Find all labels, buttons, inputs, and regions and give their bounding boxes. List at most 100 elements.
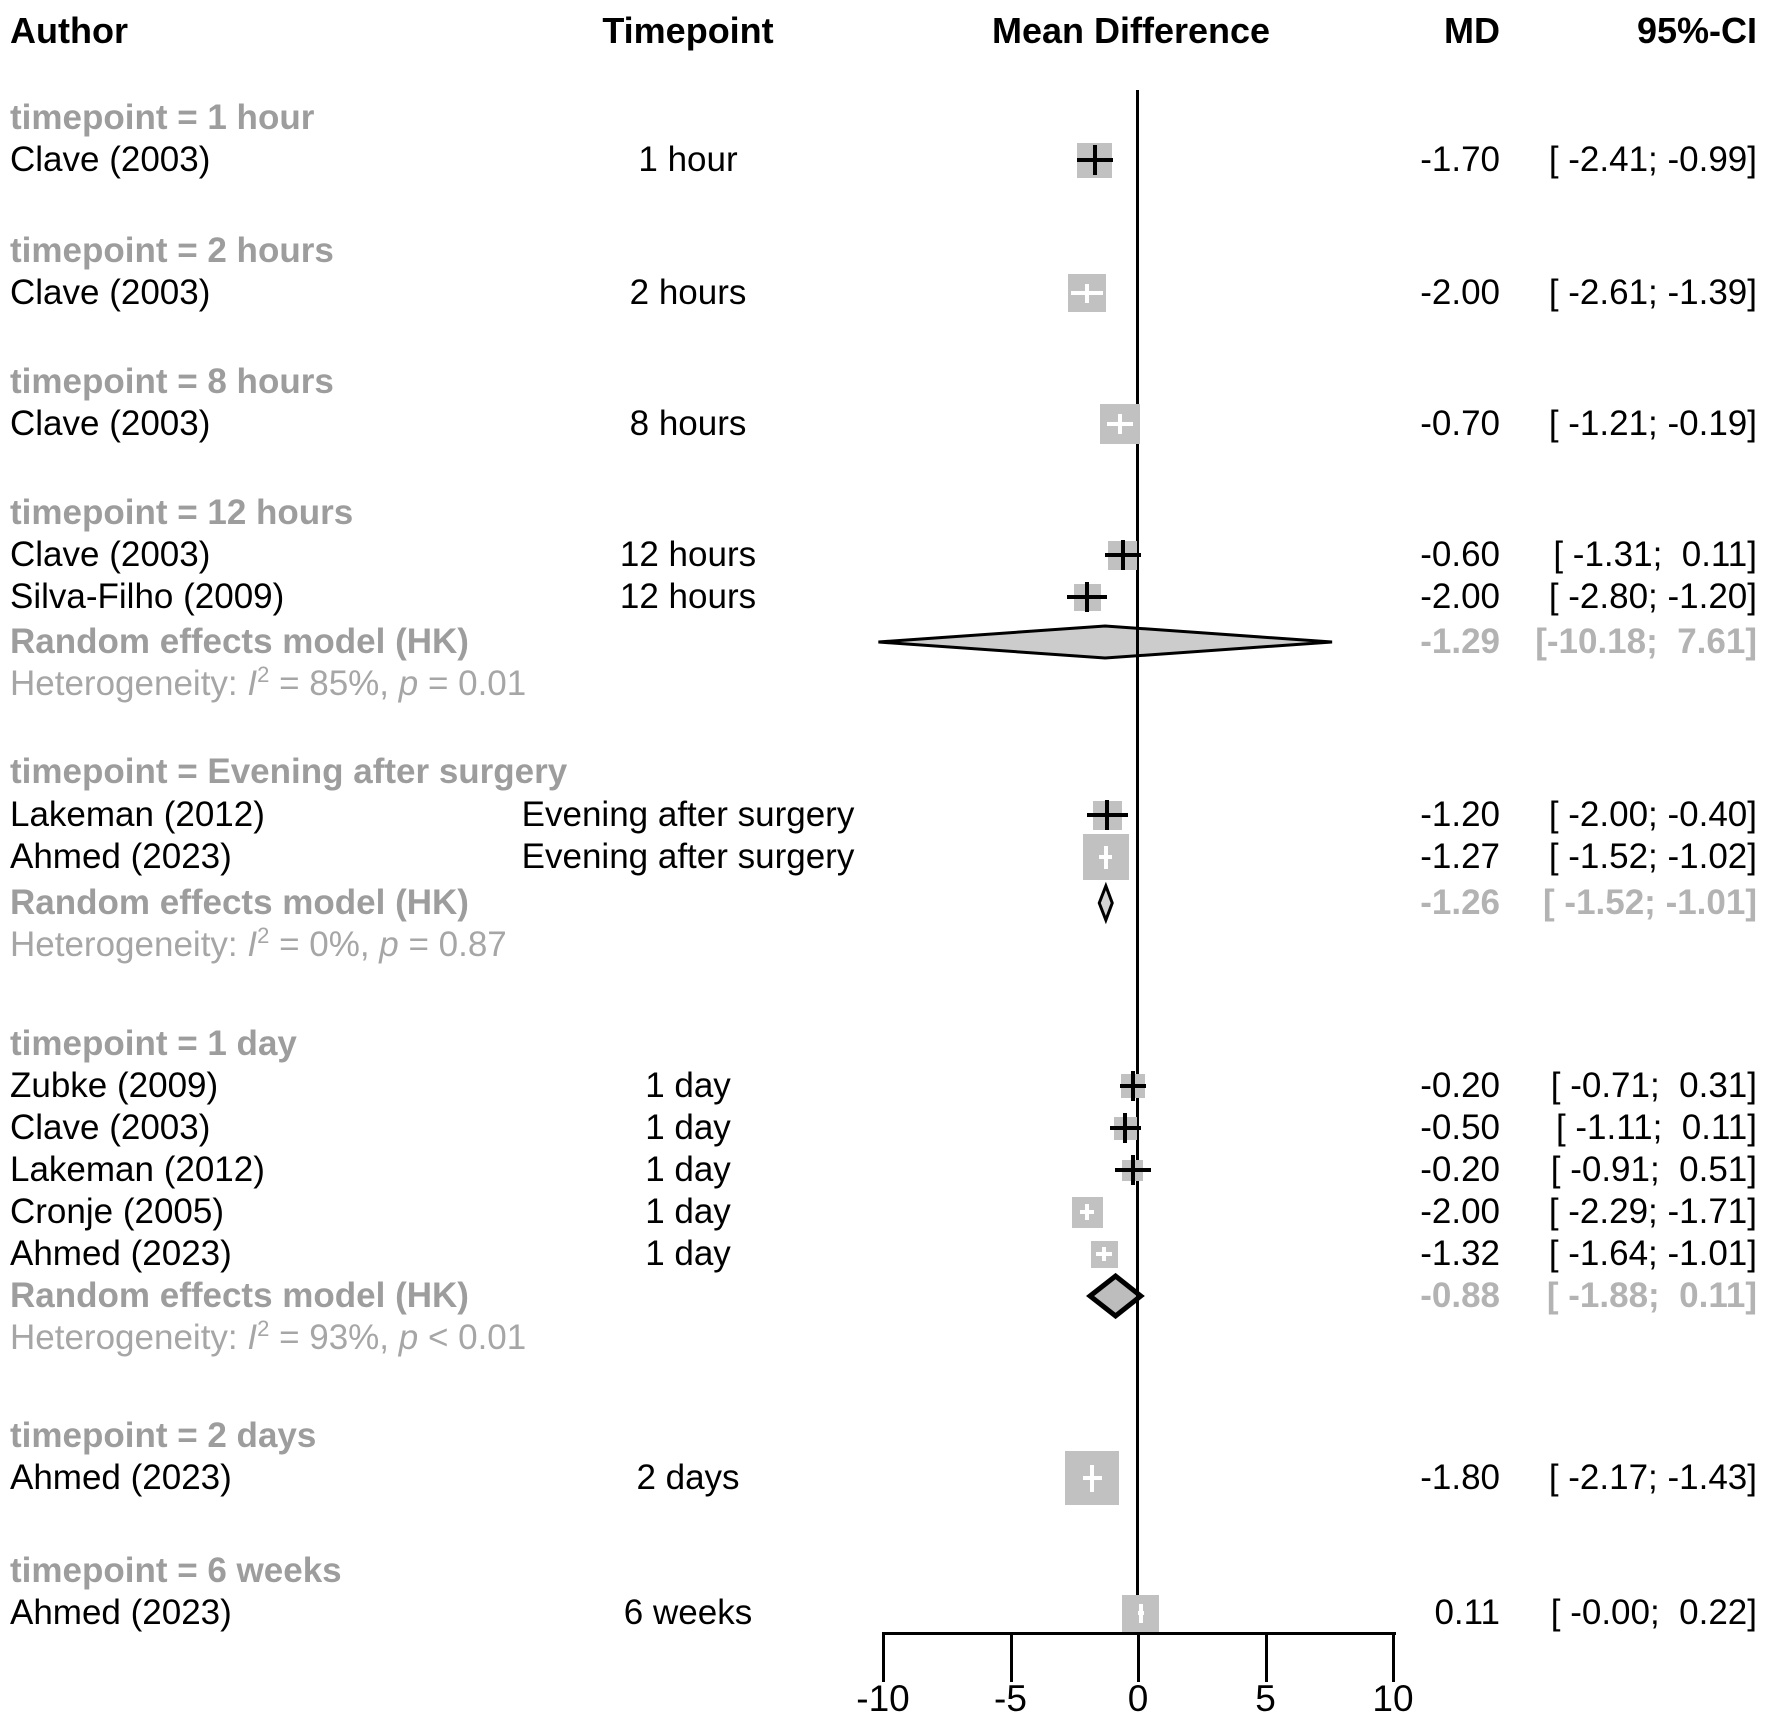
i-squared-exponent: 2 bbox=[257, 923, 270, 948]
heterogeneity-text: Heterogeneity: I2 = 93%, p < 0.01 bbox=[10, 1316, 527, 1357]
group-label: timepoint = 1 day bbox=[10, 1024, 297, 1063]
md-value: -1.70 bbox=[1420, 140, 1500, 179]
group-label: timepoint = 8 hours bbox=[10, 362, 334, 401]
ci-value: [ -2.80; -1.20] bbox=[1548, 577, 1757, 616]
ci-value: [ -1.11; 0.11] bbox=[1555, 1108, 1757, 1147]
summary-diamond bbox=[1086, 1272, 1145, 1320]
p-symbol: p bbox=[398, 1318, 419, 1357]
point-marker bbox=[1120, 540, 1125, 570]
study-author: Ahmed (2023) bbox=[10, 1234, 232, 1273]
study-timepoint: 1 day bbox=[645, 1234, 731, 1273]
study-author: Clave (2003) bbox=[10, 273, 211, 312]
study-timepoint: 12 hours bbox=[619, 577, 757, 616]
point-marker bbox=[1130, 1155, 1135, 1185]
point-marker bbox=[1102, 1247, 1107, 1261]
ci-column-header: 95%-CI bbox=[1636, 10, 1757, 51]
timepoint-column-header: Timepoint bbox=[602, 10, 774, 51]
study-timepoint: 8 hours bbox=[629, 404, 747, 443]
ci-value: [ -1.21; -0.19] bbox=[1548, 404, 1757, 443]
group-label: timepoint = 6 weeks bbox=[10, 1551, 342, 1590]
study-author: Clave (2003) bbox=[10, 1108, 211, 1147]
p-symbol: p bbox=[379, 925, 399, 964]
study-timepoint: 2 days bbox=[636, 1458, 740, 1497]
point-marker bbox=[1118, 414, 1123, 434]
zero-line bbox=[1136, 90, 1139, 1632]
study-timepoint: 1 day bbox=[645, 1192, 731, 1231]
summary-diamond bbox=[878, 624, 1333, 660]
study-author: Clave (2003) bbox=[10, 404, 211, 443]
group-label: timepoint = 12 hours bbox=[10, 493, 354, 532]
study-timepoint: Evening after surgery bbox=[521, 795, 855, 834]
x-axis-tick bbox=[1009, 1632, 1013, 1682]
study-author: Cronje (2005) bbox=[10, 1192, 224, 1231]
study-timepoint: 1 day bbox=[645, 1150, 731, 1189]
ci-value: [ -2.17; -1.43] bbox=[1548, 1458, 1757, 1497]
ci-value: [ -2.41; -0.99] bbox=[1548, 140, 1757, 179]
study-timepoint: 1 day bbox=[645, 1108, 731, 1147]
ci-value: [ -2.61; -1.39] bbox=[1548, 273, 1757, 312]
point-marker bbox=[1090, 1464, 1095, 1492]
study-author: Lakeman (2012) bbox=[10, 1150, 265, 1189]
ci-value: [ -1.64; -1.01] bbox=[1548, 1234, 1757, 1273]
md-value: -1.20 bbox=[1420, 795, 1500, 834]
x-axis-tick bbox=[1264, 1632, 1268, 1682]
summary-md-value: -0.88 bbox=[1420, 1276, 1500, 1315]
group-label: timepoint = Evening after surgery bbox=[10, 752, 568, 791]
ci-value: [ -0.00; 0.22] bbox=[1550, 1593, 1757, 1632]
md-value: -0.70 bbox=[1420, 404, 1500, 443]
x-axis-tick-label: 5 bbox=[1255, 1678, 1276, 1719]
x-axis-tick-label: 10 bbox=[1372, 1678, 1414, 1719]
study-timepoint: 6 weeks bbox=[623, 1593, 753, 1632]
summary-diamond bbox=[1097, 881, 1114, 925]
heterogeneity-text: Heterogeneity: I2 = 0%, p = 0.87 bbox=[10, 923, 507, 964]
i-squared-exponent: 2 bbox=[257, 1316, 270, 1341]
group-label: timepoint = 2 days bbox=[10, 1416, 317, 1455]
summary-label: Random effects model (HK) bbox=[10, 883, 469, 922]
study-timepoint: 2 hours bbox=[629, 273, 747, 312]
summary-md-value: -1.29 bbox=[1420, 622, 1500, 661]
group-label: timepoint = 1 hour bbox=[10, 98, 315, 137]
md-value: -0.20 bbox=[1420, 1150, 1500, 1189]
study-author: Ahmed (2023) bbox=[10, 1593, 232, 1632]
group-label: timepoint = 2 hours bbox=[10, 231, 334, 270]
point-marker bbox=[1138, 1603, 1143, 1623]
md-value: -2.00 bbox=[1420, 577, 1500, 616]
md-value: -0.20 bbox=[1420, 1066, 1500, 1105]
ci-value: [ -2.00; -0.40] bbox=[1548, 795, 1757, 834]
study-author: Zubke (2009) bbox=[10, 1066, 219, 1105]
md-value: -2.00 bbox=[1420, 1192, 1500, 1231]
md-value: -0.50 bbox=[1420, 1108, 1500, 1147]
md-value: -1.32 bbox=[1420, 1234, 1500, 1273]
point-marker bbox=[1092, 145, 1097, 175]
mean-difference-column-header: Mean Difference bbox=[991, 10, 1271, 51]
x-axis-tick-label: -5 bbox=[994, 1678, 1027, 1719]
study-timepoint: 1 day bbox=[645, 1066, 731, 1105]
summary-md-value: -1.26 bbox=[1420, 883, 1500, 922]
ci-value: [ -1.31; 0.11] bbox=[1553, 535, 1757, 574]
x-axis-tick-label: 0 bbox=[1127, 1678, 1149, 1719]
study-author: Clave (2003) bbox=[10, 535, 211, 574]
heterogeneity-text: Heterogeneity: I2 = 85%, p = 0.01 bbox=[10, 662, 527, 703]
md-value: 0.11 bbox=[1434, 1593, 1500, 1632]
study-author: Ahmed (2023) bbox=[10, 837, 232, 876]
point-marker bbox=[1105, 800, 1110, 830]
point-marker bbox=[1130, 1071, 1135, 1101]
ci-value: [ -1.52; -1.02] bbox=[1548, 837, 1757, 876]
ci-value: [ -0.91; 0.51] bbox=[1550, 1150, 1757, 1189]
md-value: -1.27 bbox=[1420, 837, 1500, 876]
point-marker bbox=[1085, 1204, 1089, 1220]
i-squared-exponent: 2 bbox=[257, 662, 270, 687]
summary-ci-value: [ -1.88; 0.11] bbox=[1546, 1276, 1757, 1315]
study-author: Clave (2003) bbox=[10, 140, 211, 179]
study-timepoint: Evening after surgery bbox=[521, 837, 855, 876]
study-timepoint: 12 hours bbox=[619, 535, 757, 574]
ci-value: [ -2.29; -1.71] bbox=[1548, 1192, 1757, 1231]
point-marker bbox=[1123, 1113, 1128, 1143]
x-axis-tick bbox=[1392, 1632, 1395, 1682]
study-timepoint: 1 hour bbox=[638, 140, 738, 179]
point-marker bbox=[1085, 283, 1089, 303]
author-column-header: Author bbox=[10, 10, 128, 51]
i-squared-symbol: I bbox=[247, 1318, 258, 1357]
md-value: -2.00 bbox=[1420, 273, 1500, 312]
